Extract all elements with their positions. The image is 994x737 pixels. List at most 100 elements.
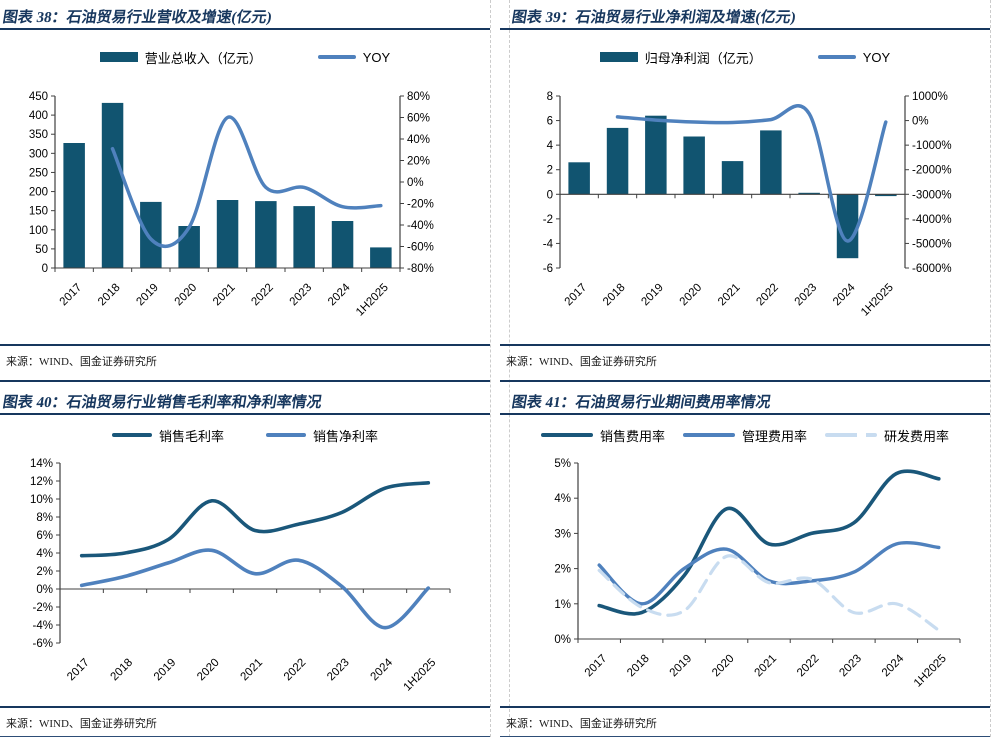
x-label-2024: 2024 <box>369 656 396 683</box>
bar-1H2025 <box>875 194 897 197</box>
svg-text:200: 200 <box>29 187 48 199</box>
x-label-2023: 2023 <box>793 282 820 309</box>
figure-38-panel: 图表 38：石油贸易行业营收及增速(亿元) 营业总收入（亿元） YOY 450 40… <box>0 0 490 382</box>
x-label-2024: 2024 <box>831 281 858 308</box>
svg-text:40%: 40% <box>407 134 430 146</box>
legend-item-3: 研发费用率 <box>825 426 949 445</box>
bar-2019 <box>645 115 667 195</box>
svg-text:0%: 0% <box>36 584 53 596</box>
y-axis-left: 5% 4% 3% 2% 1% 0% <box>554 458 579 646</box>
spacer <box>500 336 990 344</box>
legend-item-1: 销售毛利率 <box>111 426 224 445</box>
svg-text:14%: 14% <box>30 458 53 470</box>
x-label-1H2025: 1H2025 <box>859 282 896 319</box>
x-label-2020: 2020 <box>195 657 222 684</box>
bar-2020 <box>178 226 200 268</box>
bar-2019 <box>140 201 162 268</box>
bar-2021 <box>721 161 744 195</box>
line-swatch <box>540 433 593 437</box>
legend-item-1: 归母净利润（亿元） <box>599 48 762 67</box>
figure-40-title-text: 图表 40：石油贸易行业销售毛利率和净利率情况 <box>1 395 323 411</box>
svg-text:0: 0 <box>547 189 553 201</box>
line-swatch <box>317 55 356 59</box>
bar-2022 <box>255 201 277 268</box>
svg-text:0%: 0% <box>554 634 571 646</box>
bar-series <box>568 115 897 259</box>
x-label-2023: 2023 <box>325 657 352 684</box>
svg-text:-2%: -2% <box>33 602 53 614</box>
legend-item-1: 销售费用率 <box>540 426 665 445</box>
svg-text:-2000%: -2000% <box>912 165 952 177</box>
svg-text:0: 0 <box>42 263 48 275</box>
figure-41-chart: 5% 4% 3% 2% 1% 0% 2017 2018 2019 2020 2021 2022 2023… <box>554 458 961 690</box>
bar-2023 <box>798 192 820 195</box>
legend-label: 管理费用率 <box>741 428 807 444</box>
x-label-2019: 2019 <box>134 282 161 309</box>
line-swatch <box>111 433 152 437</box>
svg-text:-6: -6 <box>543 263 553 275</box>
title-rule <box>0 413 490 415</box>
svg-text:5%: 5% <box>554 458 571 470</box>
x-label-2020: 2020 <box>173 282 200 309</box>
line-swatch <box>266 433 306 437</box>
x-label-2022: 2022 <box>282 657 309 684</box>
svg-text:-60%: -60% <box>407 242 434 254</box>
x-label-1H2025: 1H2025 <box>354 282 391 319</box>
svg-text:8%: 8% <box>36 512 53 524</box>
figure-41-panel: 图表 41：石油贸易行业期间费用率情况 销售费用率 管理费用率 研发费用率 5% 4%… <box>500 382 990 737</box>
svg-text:6%: 6% <box>36 530 53 542</box>
source-text: 来源：WIND、国金证券研究所 <box>6 356 157 368</box>
bar-2024 <box>331 221 354 268</box>
svg-text:-2: -2 <box>543 214 553 226</box>
y-axis-right: 80% 60% 40% 20% 0% -20% -40% -60% -80% <box>399 91 434 275</box>
legend-item-1: 营业总收入（亿元） <box>99 48 262 67</box>
line-series-研发费用率 <box>597 554 941 632</box>
line-series-YOY <box>615 104 888 243</box>
line-swatch <box>817 55 856 59</box>
x-label-2017: 2017 <box>583 653 610 680</box>
page-right-border <box>990 0 991 737</box>
svg-text:400: 400 <box>29 110 48 122</box>
x-label-2022: 2022 <box>754 282 781 309</box>
svg-text:2: 2 <box>547 165 553 177</box>
x-label-2023: 2023 <box>837 653 864 680</box>
section-rule <box>500 380 990 382</box>
svg-text:3%: 3% <box>554 528 571 540</box>
column-divider-left <box>490 0 491 737</box>
figure-40-source: 来源：WIND、国金证券研究所 <box>0 708 490 736</box>
title-rule <box>500 413 990 415</box>
bar-2018 <box>606 127 629 195</box>
bar-2022 <box>760 130 782 195</box>
line-swatch <box>682 433 735 437</box>
footer-rule <box>500 344 990 346</box>
svg-text:4%: 4% <box>554 493 571 505</box>
x-label-2024: 2024 <box>880 652 907 679</box>
svg-text:100: 100 <box>29 225 48 237</box>
svg-text:4: 4 <box>547 140 554 152</box>
y-axis-left: 8 6 4 2 0 -2 -4 -6 <box>543 91 561 275</box>
line-series-YOY <box>110 115 383 249</box>
source-text: 来源：WIND、国金证券研究所 <box>506 356 657 368</box>
figure-39-panel: 图表 39：石油贸易行业净利润及增速(亿元) 归母净利润（亿元） YOY 8 6 4 2… <box>500 0 990 382</box>
x-label-2019: 2019 <box>639 282 666 309</box>
x-label-2021: 2021 <box>239 657 266 684</box>
x-label-2018: 2018 <box>625 653 652 680</box>
legend-label: 销售净利率 <box>313 428 379 444</box>
x-label-2017: 2017 <box>58 282 85 309</box>
figure-39-legend: 归母净利润（亿元） YOY <box>500 30 990 84</box>
figure-38-chart: 450 400 350 300 250 200 150 100 50 0 80% 60% 40% 20% 0… <box>29 91 434 319</box>
svg-text:8: 8 <box>547 91 553 103</box>
x-axis: 2017 2018 2019 2020 2021 2022 2023 2024 1H2025 <box>54 267 401 319</box>
svg-text:60%: 60% <box>407 113 430 125</box>
bar-2017 <box>568 162 590 195</box>
svg-text:1000%: 1000% <box>912 91 948 103</box>
x-label-2023: 2023 <box>288 282 315 309</box>
svg-text:-40%: -40% <box>407 220 434 232</box>
legend-label: 研发费用率 <box>884 428 950 444</box>
footer-rule <box>0 706 490 708</box>
x-label-2020: 2020 <box>678 282 705 309</box>
legend-label: 销售毛利率 <box>158 428 224 444</box>
svg-text:-5000%: -5000% <box>912 238 952 250</box>
bar-1H2025 <box>370 247 392 268</box>
title-rule <box>0 28 490 30</box>
